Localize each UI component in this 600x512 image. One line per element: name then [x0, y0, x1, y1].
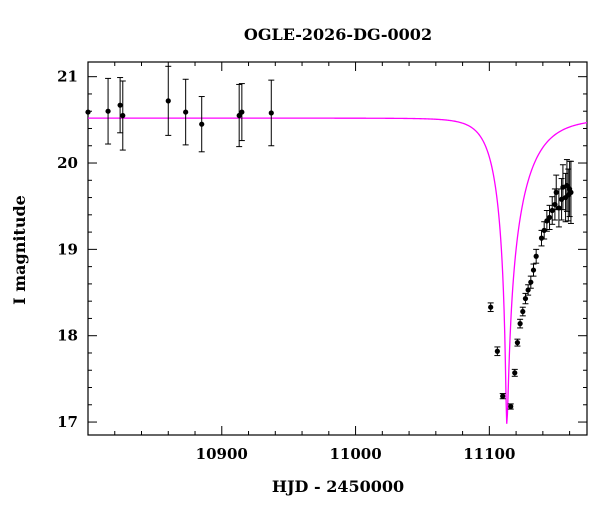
- data-point: [530, 267, 537, 273]
- x-tick-label: 10900: [196, 445, 248, 463]
- data-point: [512, 370, 518, 376]
- data-point: [508, 403, 514, 410]
- data-point: [541, 227, 547, 233]
- data-point: [522, 295, 529, 302]
- y-tick-label: 17: [57, 413, 78, 431]
- data-point: [183, 109, 189, 115]
- data-point: [500, 393, 506, 399]
- data-point: [494, 348, 500, 354]
- data-point: [533, 253, 539, 259]
- x-tick-label: 11000: [329, 445, 381, 463]
- data-point: [546, 214, 553, 221]
- data-point: [488, 304, 494, 310]
- y-tick-label: 20: [57, 154, 78, 172]
- data-point: [85, 109, 91, 115]
- data-point: [514, 340, 521, 346]
- data-point: [165, 98, 171, 104]
- y-axis-label: I magnitude: [10, 195, 29, 305]
- model-curve-layer: [88, 117, 588, 424]
- data-point: [520, 308, 526, 315]
- data-point: [568, 189, 574, 195]
- x-tick-label: 11100: [463, 445, 515, 463]
- data-point: [549, 207, 555, 214]
- y-tick-label: 19: [57, 240, 78, 258]
- data-point: [517, 321, 523, 327]
- data-point: [538, 235, 545, 241]
- data-point: [117, 102, 123, 108]
- data-point: [239, 109, 245, 115]
- y-tick-label: 18: [57, 327, 78, 345]
- chart-title: OGLE-2026-DG-0002: [244, 25, 432, 44]
- plot-frame: [87, 61, 588, 436]
- data-point: [553, 189, 559, 195]
- data-points-layer: [85, 65, 574, 410]
- data-point: [560, 184, 566, 190]
- data-point: [268, 110, 274, 116]
- data-point: [199, 121, 205, 127]
- data-point: [105, 108, 111, 114]
- data-point: [120, 112, 126, 119]
- y-tick-label: 21: [57, 68, 78, 86]
- x-axis-label: HJD - 2450000: [272, 477, 404, 496]
- data-point: [528, 279, 534, 285]
- axis-ticks: 10900 11000 11100 17 18 19 20 21: [57, 62, 587, 463]
- model-curve: [88, 117, 588, 424]
